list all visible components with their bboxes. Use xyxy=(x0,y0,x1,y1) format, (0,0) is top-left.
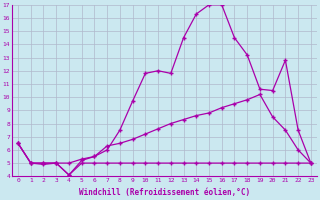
X-axis label: Windchill (Refroidissement éolien,°C): Windchill (Refroidissement éolien,°C) xyxy=(79,188,250,197)
